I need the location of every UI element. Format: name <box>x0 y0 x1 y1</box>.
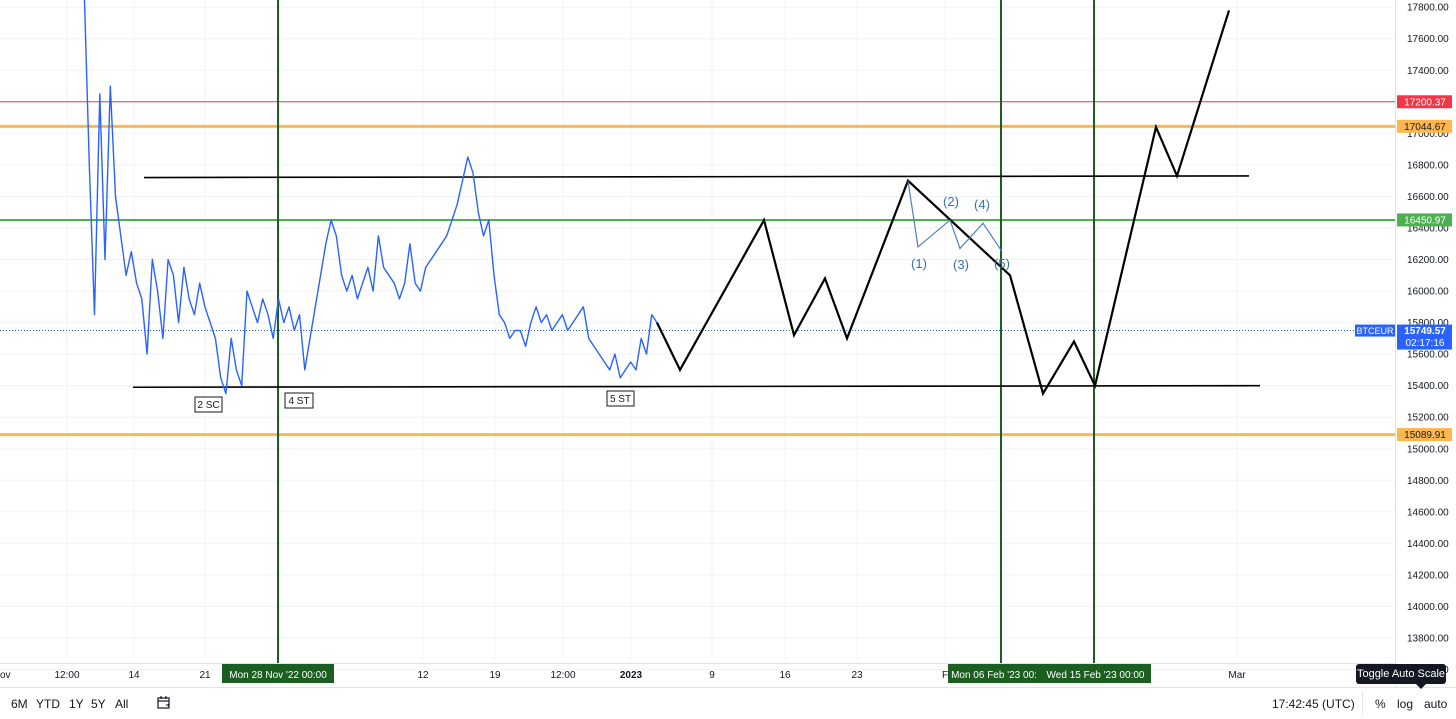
trend-line-support <box>132 384 1261 389</box>
annotation-label: 4 ST <box>288 396 309 407</box>
range-ytd-button[interactable]: YTD <box>36 697 60 711</box>
percent-scale-button[interactable]: % <box>1375 697 1386 711</box>
annotation-label: 2 SC <box>197 400 219 411</box>
wave-label: (2) <box>943 194 959 209</box>
symbol-badge <box>1355 324 1395 337</box>
current-price-label: 15749.57 <box>1404 326 1446 337</box>
y-tick-label: 17400.00 <box>1407 66 1449 77</box>
y-tick-label: 16200.00 <box>1407 255 1449 266</box>
y-tick-label: 15400.00 <box>1407 381 1449 392</box>
auto-scale-tooltip: Toggle Auto Scale <box>1356 664 1446 689</box>
vertical-marker-label: Mon 06 Feb '23 00: <box>951 670 1037 681</box>
vertical-marker-badge <box>948 664 1040 683</box>
auto-scale-button[interactable]: auto <box>1424 697 1448 711</box>
range-1y-button[interactable]: 1Y <box>69 697 84 711</box>
x-tick-label: Mar <box>1228 670 1246 681</box>
x-tick-label: 23 <box>851 670 863 681</box>
y-tick-label: 14200.00 <box>1407 570 1449 581</box>
price-series <box>83 0 658 395</box>
y-tick-label: 13800.00 <box>1407 634 1449 645</box>
x-tick-label: 19 <box>489 670 501 681</box>
annotations: 2 SC 4 ST 5 ST <box>194 390 635 413</box>
y-tick-label: 16600.00 <box>1407 192 1449 203</box>
x-tick-label: 12:00 <box>54 670 79 681</box>
range-5y-button[interactable]: 5Y <box>91 697 106 711</box>
y-tick-label: 17600.00 <box>1407 34 1449 45</box>
symbol-badge-label: BTCEUR <box>1356 326 1394 336</box>
x-tick-label: 21 <box>199 670 211 681</box>
log-scale-button[interactable]: log <box>1397 697 1414 711</box>
current-price-badge <box>1397 324 1452 350</box>
price-axis: 17800.0017600.0017400.0017200.0017000.00… <box>1355 0 1452 687</box>
trend-lines <box>132 175 1261 389</box>
wave-label: (4) <box>974 197 990 212</box>
x-tick-label: 12 <box>417 670 429 681</box>
y-tick-label: 15000.00 <box>1407 444 1449 455</box>
y-tick-label: 14600.00 <box>1407 507 1449 518</box>
price-level-label: 16450.97 <box>1404 215 1446 226</box>
price-chart[interactable]: (1) (2) (3) (4) (5) 2 SC 4 ST 5 ST 17800.00 176… <box>0 0 1456 687</box>
annotation-box <box>194 396 223 413</box>
forecast-path <box>656 10 1231 397</box>
range-6m-button[interactable]: 6M <box>11 697 28 711</box>
x-tick-label: 9 <box>709 670 715 681</box>
price-level-label: 17044.67 <box>1404 122 1446 133</box>
y-tick-label: 15600.00 <box>1407 350 1449 361</box>
wave-line <box>907 180 1003 252</box>
price-level-label: 17200.37 <box>1404 97 1446 108</box>
y-tick-label: 15200.00 <box>1407 413 1449 424</box>
price-level-badge <box>1397 119 1452 133</box>
horizontal-levels <box>0 101 1395 437</box>
annotation-box <box>284 392 314 409</box>
x-tick-label: 2023 <box>620 670 643 681</box>
y-tick-label: 16000.00 <box>1407 287 1449 298</box>
price-level-label: 15089.91 <box>1404 430 1446 441</box>
x-tick-label: 14 <box>128 670 140 681</box>
price-level-badge <box>1397 95 1452 109</box>
y-tick-label: 16400.00 <box>1407 223 1449 234</box>
x-tick-label: ov <box>0 670 11 681</box>
chart-grid <box>0 0 1395 671</box>
y-tick-label: 14000.00 <box>1407 602 1449 613</box>
x-tick-label: F <box>942 670 948 681</box>
bottom-toolbar: 6M YTD 1Y 5Y All 17:42:45 (UTC) % log au… <box>0 687 1456 719</box>
y-tick-label: 14400.00 <box>1407 539 1449 550</box>
price-level-badge <box>1397 213 1452 227</box>
utc-clock[interactable]: 17:42:45 (UTC) <box>1272 697 1355 711</box>
trend-line-resistance <box>143 175 1250 179</box>
y-tick-label: 16800.00 <box>1407 160 1449 171</box>
wave-label: (1) <box>911 256 927 271</box>
y-tick-label: 15800.00 <box>1407 318 1449 329</box>
vertical-marker-badge <box>1040 664 1151 683</box>
wave-label: (3) <box>953 257 969 272</box>
wave-label: (5) <box>994 256 1010 271</box>
y-tick-label: 17000.00 <box>1407 129 1449 140</box>
date-range-icon[interactable] <box>157 696 171 709</box>
vertical-marker-label: Mon 28 Nov '22 00:00 <box>229 670 327 681</box>
annotation-label: 5 ST <box>610 394 631 405</box>
annotation-box <box>606 390 635 407</box>
y-tick-label: 14800.00 <box>1407 476 1449 487</box>
vertical-marker-badge <box>222 664 334 683</box>
vertical-marker-label: Wed 15 Feb '23 00:00 <box>1047 670 1145 681</box>
price-level-badge <box>1397 428 1452 442</box>
countdown-label: 02:17:16 <box>1406 338 1445 349</box>
vertical-markers <box>277 0 1095 663</box>
elliott-wave-path: (1) (2) (3) (4) (5) <box>907 180 1010 272</box>
range-all-button[interactable]: All <box>115 697 129 711</box>
y-tick-label: 17800.00 <box>1407 3 1449 14</box>
x-tick-label: 16 <box>779 670 791 681</box>
price-line <box>83 0 658 395</box>
x-tick-label: 12:00 <box>550 670 575 681</box>
toolbar-divider <box>1362 692 1363 714</box>
forecast-line <box>656 10 1231 397</box>
